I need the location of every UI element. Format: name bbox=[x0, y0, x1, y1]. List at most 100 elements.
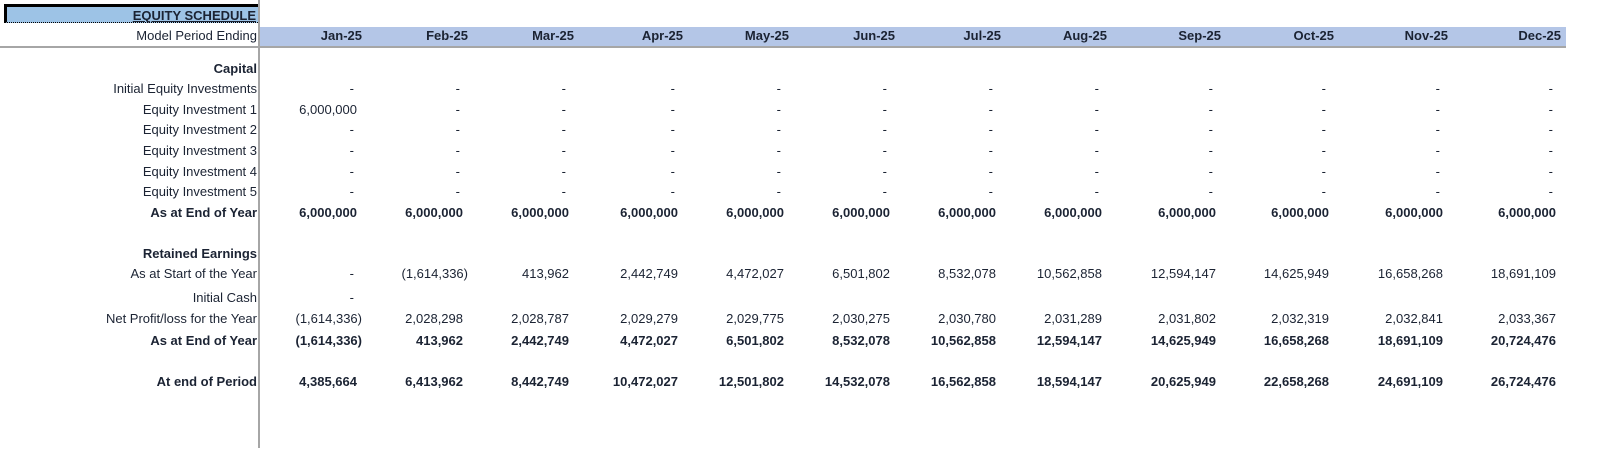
value-cell[interactable]: - bbox=[1548, 81, 1553, 96]
value-cell[interactable]: 16,658,268 bbox=[1263, 333, 1329, 348]
value-cell[interactable]: - bbox=[1548, 184, 1553, 199]
value-cell[interactable]: - bbox=[455, 81, 460, 96]
value-cell[interactable]: 4,472,027 bbox=[620, 333, 678, 348]
value-cell[interactable]: 6,000,000 bbox=[620, 205, 678, 220]
value-cell[interactable]: 4,385,664 bbox=[299, 374, 357, 389]
value-cell[interactable]: 6,000,000 bbox=[299, 205, 357, 220]
value-cell[interactable]: - bbox=[561, 184, 566, 199]
value-cell[interactable]: 12,594,147 bbox=[1150, 266, 1216, 281]
value-cell[interactable]: 10,562,858 bbox=[930, 333, 996, 348]
value-cell[interactable]: 2,031,289 bbox=[1044, 311, 1102, 326]
value-cell[interactable]: - bbox=[988, 143, 993, 158]
value-cell[interactable]: - bbox=[882, 184, 887, 199]
value-cell[interactable]: - bbox=[1094, 143, 1099, 158]
value-cell[interactable]: 26,724,476 bbox=[1490, 374, 1556, 389]
value-cell[interactable]: - bbox=[670, 184, 675, 199]
value-cell[interactable]: - bbox=[1321, 164, 1326, 179]
value-cell[interactable]: - bbox=[1208, 81, 1213, 96]
value-cell[interactable]: 6,501,802 bbox=[832, 266, 890, 281]
row-label[interactable]: Capital bbox=[213, 61, 257, 76]
column-header-jan-25[interactable]: Jan-25 bbox=[320, 28, 362, 43]
value-cell[interactable]: - bbox=[670, 81, 675, 96]
row-label[interactable]: Equity Investment 4 bbox=[142, 164, 257, 179]
value-cell[interactable]: - bbox=[988, 184, 993, 199]
value-cell[interactable]: 20,724,476 bbox=[1490, 333, 1556, 348]
value-cell[interactable]: 2,033,367 bbox=[1498, 311, 1556, 326]
value-cell[interactable]: - bbox=[882, 143, 887, 158]
value-cell[interactable]: 2,028,298 bbox=[405, 311, 463, 326]
value-cell[interactable]: - bbox=[1435, 81, 1440, 96]
column-header-jun-25[interactable]: Jun-25 bbox=[853, 28, 895, 43]
value-cell[interactable]: 2,442,749 bbox=[620, 266, 678, 281]
value-cell[interactable]: - bbox=[1321, 102, 1326, 117]
value-cell[interactable]: 14,625,949 bbox=[1150, 333, 1216, 348]
value-cell[interactable]: 6,000,000 bbox=[726, 205, 784, 220]
column-header-oct-25[interactable]: Oct-25 bbox=[1293, 28, 1334, 43]
value-cell[interactable]: 14,532,078 bbox=[824, 374, 890, 389]
value-cell[interactable]: - bbox=[1094, 122, 1099, 137]
value-cell[interactable]: - bbox=[561, 164, 566, 179]
row-label[interactable]: Equity Investment 5 bbox=[142, 184, 257, 199]
value-cell[interactable]: 6,000,000 bbox=[1158, 205, 1216, 220]
value-cell[interactable]: 8,442,749 bbox=[511, 374, 569, 389]
value-cell[interactable]: 6,000,000 bbox=[1498, 205, 1556, 220]
value-cell[interactable]: - bbox=[882, 122, 887, 137]
value-cell[interactable]: - bbox=[1208, 184, 1213, 199]
value-cell[interactable]: - bbox=[455, 143, 460, 158]
value-cell[interactable]: 18,691,109 bbox=[1490, 266, 1556, 281]
value-cell[interactable]: - bbox=[1548, 122, 1553, 137]
column-header-mar-25[interactable]: Mar-25 bbox=[532, 28, 574, 43]
value-cell[interactable]: - bbox=[776, 184, 781, 199]
value-cell[interactable]: - bbox=[1548, 164, 1553, 179]
title-cell[interactable]: EQUITY SCHEDULE bbox=[4, 4, 258, 23]
value-cell[interactable]: 2,031,802 bbox=[1158, 311, 1216, 326]
value-cell[interactable]: - bbox=[349, 143, 354, 158]
value-cell[interactable]: 2,442,749 bbox=[511, 333, 569, 348]
column-header-sep-25[interactable]: Sep-25 bbox=[1178, 28, 1221, 43]
value-cell[interactable]: - bbox=[776, 143, 781, 158]
value-cell[interactable]: 12,501,802 bbox=[718, 374, 784, 389]
value-cell[interactable]: - bbox=[349, 184, 354, 199]
value-cell[interactable]: - bbox=[1208, 122, 1213, 137]
value-cell[interactable]: 14,625,949 bbox=[1263, 266, 1329, 281]
value-cell[interactable]: 6,413,962 bbox=[405, 374, 463, 389]
value-cell[interactable]: - bbox=[1435, 143, 1440, 158]
value-cell[interactable]: - bbox=[455, 102, 460, 117]
value-cell[interactable]: - bbox=[776, 81, 781, 96]
value-cell[interactable]: - bbox=[1094, 164, 1099, 179]
value-cell[interactable]: 6,000,000 bbox=[299, 102, 357, 117]
value-cell[interactable]: - bbox=[1094, 184, 1099, 199]
row-label[interactable]: At end of Period bbox=[156, 374, 257, 389]
value-cell[interactable]: - bbox=[1435, 122, 1440, 137]
row-label[interactable]: Initial Cash bbox=[192, 290, 257, 305]
value-cell[interactable]: 413,962 bbox=[416, 333, 463, 348]
row-label[interactable]: As at End of Year bbox=[150, 205, 257, 220]
value-cell[interactable]: 6,000,000 bbox=[1271, 205, 1329, 220]
value-cell[interactable]: - bbox=[1321, 184, 1326, 199]
value-cell[interactable]: 20,625,949 bbox=[1150, 374, 1216, 389]
value-cell[interactable]: 2,030,780 bbox=[938, 311, 996, 326]
value-cell[interactable]: 2,030,275 bbox=[832, 311, 890, 326]
row-label[interactable]: Initial Equity Investments bbox=[113, 81, 257, 96]
value-cell[interactable]: - bbox=[349, 164, 354, 179]
value-cell[interactable]: - bbox=[1435, 184, 1440, 199]
value-cell[interactable]: - bbox=[988, 164, 993, 179]
column-header-dec-25[interactable]: Dec-25 bbox=[1518, 28, 1561, 43]
row-label[interactable]: As at Start of the Year bbox=[130, 266, 257, 281]
value-cell[interactable]: - bbox=[776, 102, 781, 117]
value-cell[interactable]: - bbox=[1321, 143, 1326, 158]
value-cell[interactable]: - bbox=[1548, 143, 1553, 158]
value-cell[interactable]: 6,000,000 bbox=[1385, 205, 1443, 220]
value-cell[interactable]: - bbox=[882, 81, 887, 96]
column-header-jul-25[interactable]: Jul-25 bbox=[963, 28, 1001, 43]
value-cell[interactable]: - bbox=[1548, 102, 1553, 117]
column-header-may-25[interactable]: May-25 bbox=[744, 28, 789, 43]
value-cell[interactable]: - bbox=[670, 143, 675, 158]
value-cell[interactable]: 8,532,078 bbox=[938, 266, 996, 281]
value-cell[interactable]: 413,962 bbox=[522, 266, 569, 281]
row-label[interactable]: Net Profit/loss for the Year bbox=[105, 311, 257, 326]
value-cell[interactable]: 6,000,000 bbox=[938, 205, 996, 220]
row-label[interactable]: Equity Investment 2 bbox=[142, 122, 257, 137]
value-cell[interactable]: - bbox=[561, 81, 566, 96]
column-header-feb-25[interactable]: Feb-25 bbox=[426, 28, 468, 43]
